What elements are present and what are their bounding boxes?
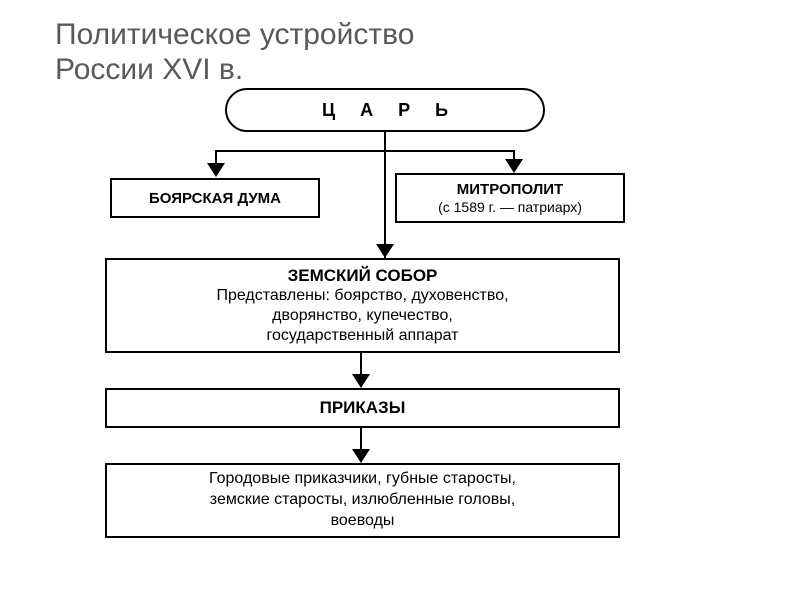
page-title: Политическое устройство России XVI в. xyxy=(55,18,414,87)
boyar-label: БОЯРСКАЯ ДУМА xyxy=(149,190,281,207)
connector-line xyxy=(384,150,386,258)
connector-line xyxy=(360,428,362,450)
gorod-line1: Городовые приказчики, губные старосты, xyxy=(209,469,516,490)
mitro-line2: (с 1589 г. — патриарх) xyxy=(438,199,582,216)
zemsky-line1: ЗЕМСКИЙ СОБОР xyxy=(288,265,438,286)
arrow-icon xyxy=(505,159,523,173)
tsar-label: Ц А Р Ь xyxy=(322,100,458,121)
connector-line xyxy=(384,132,386,152)
node-mitropolit: МИТРОПОЛИТ (с 1589 г. — патриарх) xyxy=(395,173,625,223)
prikazy-label: ПРИКАЗЫ xyxy=(320,398,406,418)
title-line1: Политическое устройство xyxy=(55,18,414,53)
arrow-icon xyxy=(207,163,225,177)
gorod-line2: земские старосты, излюбленные головы, xyxy=(210,490,515,511)
gorod-line3: воеводы xyxy=(331,511,395,532)
zemsky-line2: Представлены: боярство, духовенство, xyxy=(216,286,508,306)
node-boyar-duma: БОЯРСКАЯ ДУМА xyxy=(110,178,320,218)
zemsky-line3: дворянство, купечество, xyxy=(272,306,453,326)
node-zemsky-sobor: ЗЕМСКИЙ СОБОР Представлены: боярство, ду… xyxy=(105,258,620,353)
node-tsar: Ц А Р Ь xyxy=(225,88,545,132)
node-local-officials: Городовые приказчики, губные старосты, з… xyxy=(105,463,620,538)
connector-line xyxy=(215,150,515,152)
mitro-line1: МИТРОПОЛИТ xyxy=(457,181,563,199)
connector-line xyxy=(360,353,362,375)
arrow-icon xyxy=(352,449,370,463)
node-prikazy: ПРИКАЗЫ xyxy=(105,388,620,428)
arrow-icon xyxy=(376,244,394,258)
zemsky-line4: государственный аппарат xyxy=(267,326,459,346)
arrow-icon xyxy=(352,374,370,388)
connector-line xyxy=(215,150,217,164)
title-line2: России XVI в. xyxy=(55,53,414,88)
